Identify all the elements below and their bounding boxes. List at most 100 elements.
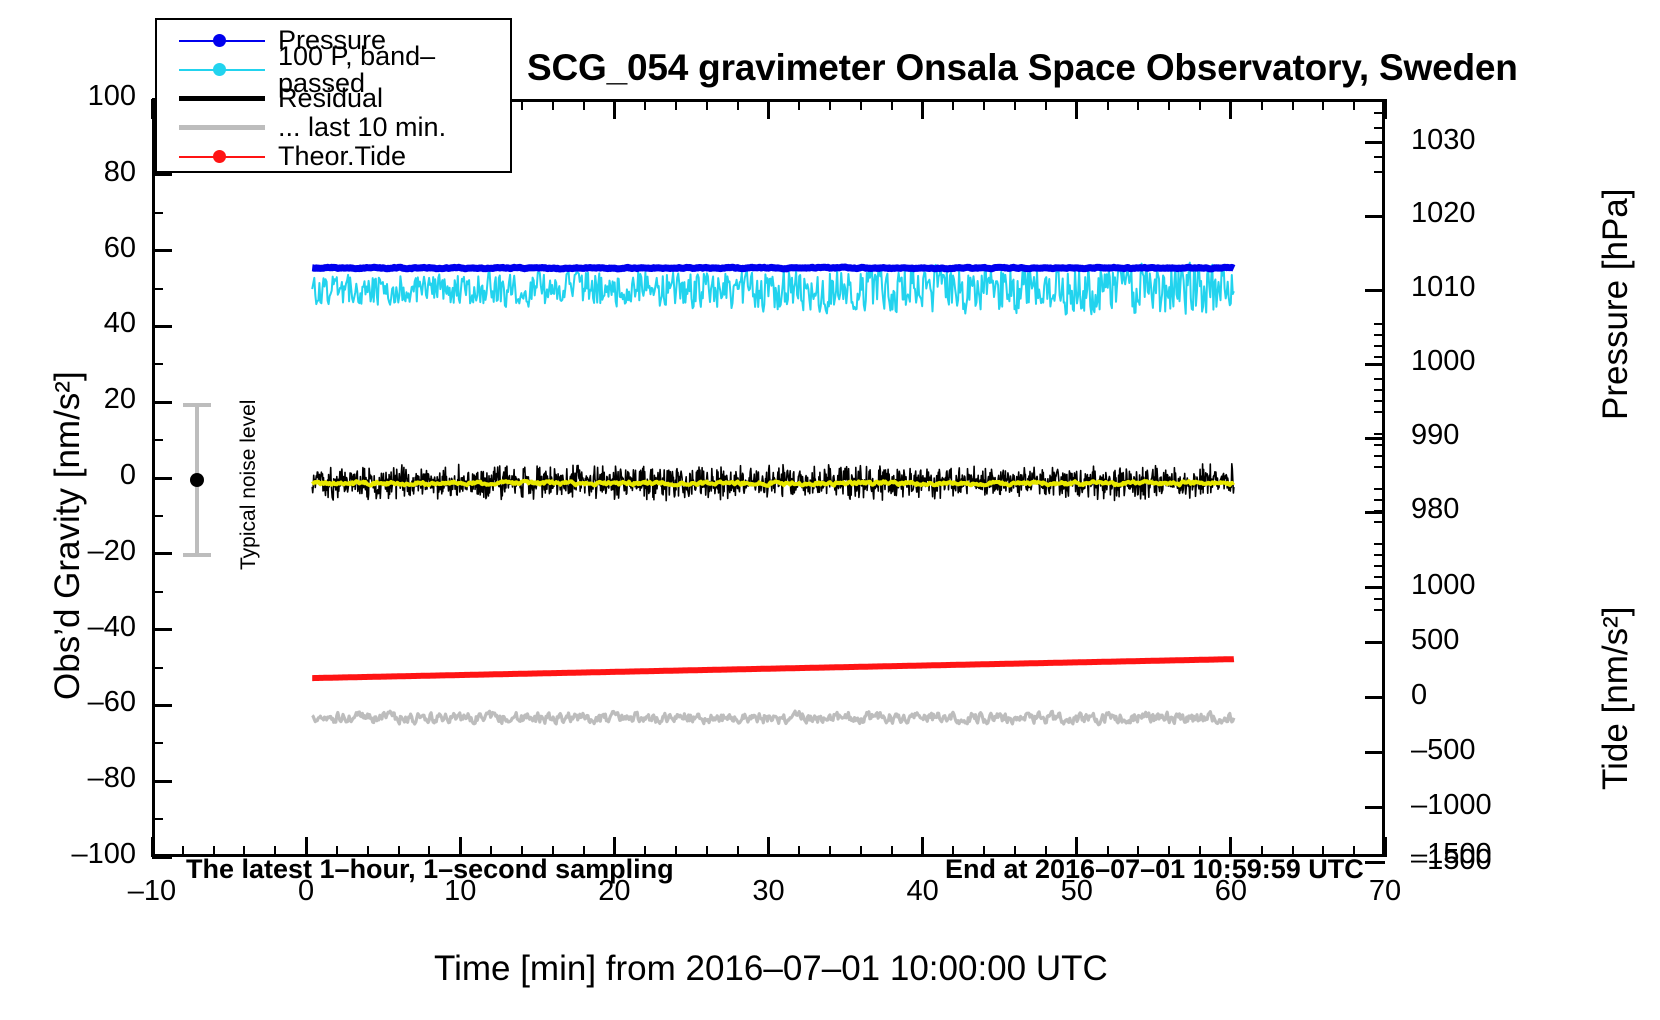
x-tick-label-70: 70 [1368,875,1402,907]
x-tick-label-20: 20 [598,875,631,907]
tide-tick-minor [1374,444,1385,447]
plot-traces [155,102,1382,854]
y-tick-minor [152,818,163,821]
x-tick-minor [829,846,832,857]
x-tick-major [458,837,462,857]
tide-tick-minor [1374,334,1385,337]
y-tick-minor [152,363,163,366]
tide-tick-major [1365,696,1385,700]
y-tick-minor [152,211,163,214]
x-tick-minor-top [582,99,585,110]
tide-tick-label-500: 500 [1411,623,1460,656]
x-tick-minor-top [551,99,554,110]
x-tick-major-top [1229,99,1233,119]
x-tick-minor [1291,846,1294,857]
pressure-tick-minor [1374,112,1385,115]
legend-label: 100 P, band–passed [278,40,436,98]
x-tick-minor [1322,846,1325,857]
y-tick-major [152,703,172,707]
pressure-tick-label-990: 990 [1411,419,1460,452]
y-tick-major [152,779,172,783]
x-tick-major [304,837,308,857]
x-tick-minor-top [1199,99,1202,110]
y-tick-label-8: –60 [87,686,136,719]
x-tick-minor [1137,846,1140,857]
tide-tick-label--500: –500 [1411,733,1476,766]
tide-tick-minor [1374,608,1385,611]
pressure-tick-major [1365,362,1385,366]
y-axis-right-tide-title: Tide [nm/s²] [1596,606,1635,790]
plot-area [152,99,1385,857]
x-tick-minor [675,846,678,857]
x-tick-major [612,837,616,857]
y-tick-major [152,400,172,404]
legend-line [179,125,265,130]
x-tick-minor-top [705,99,708,110]
x-tick-minor-top [736,99,739,110]
legend-label: Residual [278,83,384,113]
tide-tick-minor [1374,455,1385,458]
x-tick-minor [1353,846,1356,857]
tide-tick-major [1365,806,1385,810]
y-tick-major [152,476,172,480]
legend-marker-dot [212,63,226,76]
x-tick-label-30: 30 [752,875,785,907]
chart-title: SCG_054 gravimeter Onsala Space Observat… [527,47,1518,88]
x-tick-major [767,837,770,857]
x-tick-minor-top [983,99,986,110]
tide-tick-minor [1374,323,1385,326]
x-tick-minor-top [952,99,955,110]
tide-tick-minor [1374,411,1385,414]
x-tick-minor-top [798,99,801,110]
x-tick-minor [644,846,647,857]
legend-item-1[interactable]: 100 P, band–passed [157,42,510,96]
y-tick-label-2: 60 [103,231,136,264]
x-tick-major-top [1383,99,1387,119]
tide-tick-label-1000: 1000 [1411,568,1476,601]
tide-tick-minor [1374,509,1385,512]
legend-item-2[interactable]: Residual [157,84,510,113]
legend-item-0[interactable]: Pressure [157,26,510,55]
y-tick-minor [152,439,163,442]
pressure-tick-label-1030: 1030 [1411,123,1476,156]
x-tick-minor [1260,846,1263,857]
pressure-tick-label-1010: 1010 [1411,271,1476,304]
tide-tick-minor [1374,466,1385,468]
legend-item-4[interactable]: Theor.Tide [157,142,510,171]
typical-noise-level-label: Typical noise level [237,399,260,570]
x-tick-major-top [150,99,154,119]
tide-tick-minor [1374,400,1385,403]
series-theoretical-tide [310,656,1236,682]
series-svg [309,261,1237,727]
tide-tick-minor [1374,597,1385,600]
legend-swatch-icon [179,89,265,109]
tide-tick-minor [1374,564,1385,567]
legend-swatch-icon [179,60,265,80]
tide-tick-minor [1374,498,1385,501]
y-tick-minor [152,666,163,669]
pressure-tick-major [1365,141,1385,145]
series-last-10-min [311,709,1236,727]
x-tick-minor [705,846,708,857]
pressure-tick-label-980: 980 [1411,493,1460,526]
x-tick-minor-top [1260,99,1263,110]
tide-tick-major [1365,641,1385,645]
tide-tick-minor [1374,520,1385,523]
x-tick-minor [952,846,955,857]
legend-marker-dot [212,150,226,163]
x-tick-minor [428,846,431,857]
pressure-tick-label-1020: 1020 [1411,197,1476,230]
legend-swatch-icon [179,147,265,167]
x-tick-label-40: 40 [906,875,939,907]
x-tick-minor-top [1322,99,1325,110]
tide-tick-label--1500: –1500 [1411,843,1492,876]
series-pressure-bandpassed [311,261,1235,316]
x-tick-major [921,837,925,857]
legend-line [179,96,265,101]
legend-item-3[interactable]: ... last 10 min. [157,113,510,142]
y-tick-minor [152,742,163,745]
y-tick-major [152,552,172,556]
x-tick-minor [890,846,893,857]
end-time-note: End at 2016–07–01 10:59:59 UTC [945,854,1364,884]
x-tick-major-top [1075,99,1079,119]
